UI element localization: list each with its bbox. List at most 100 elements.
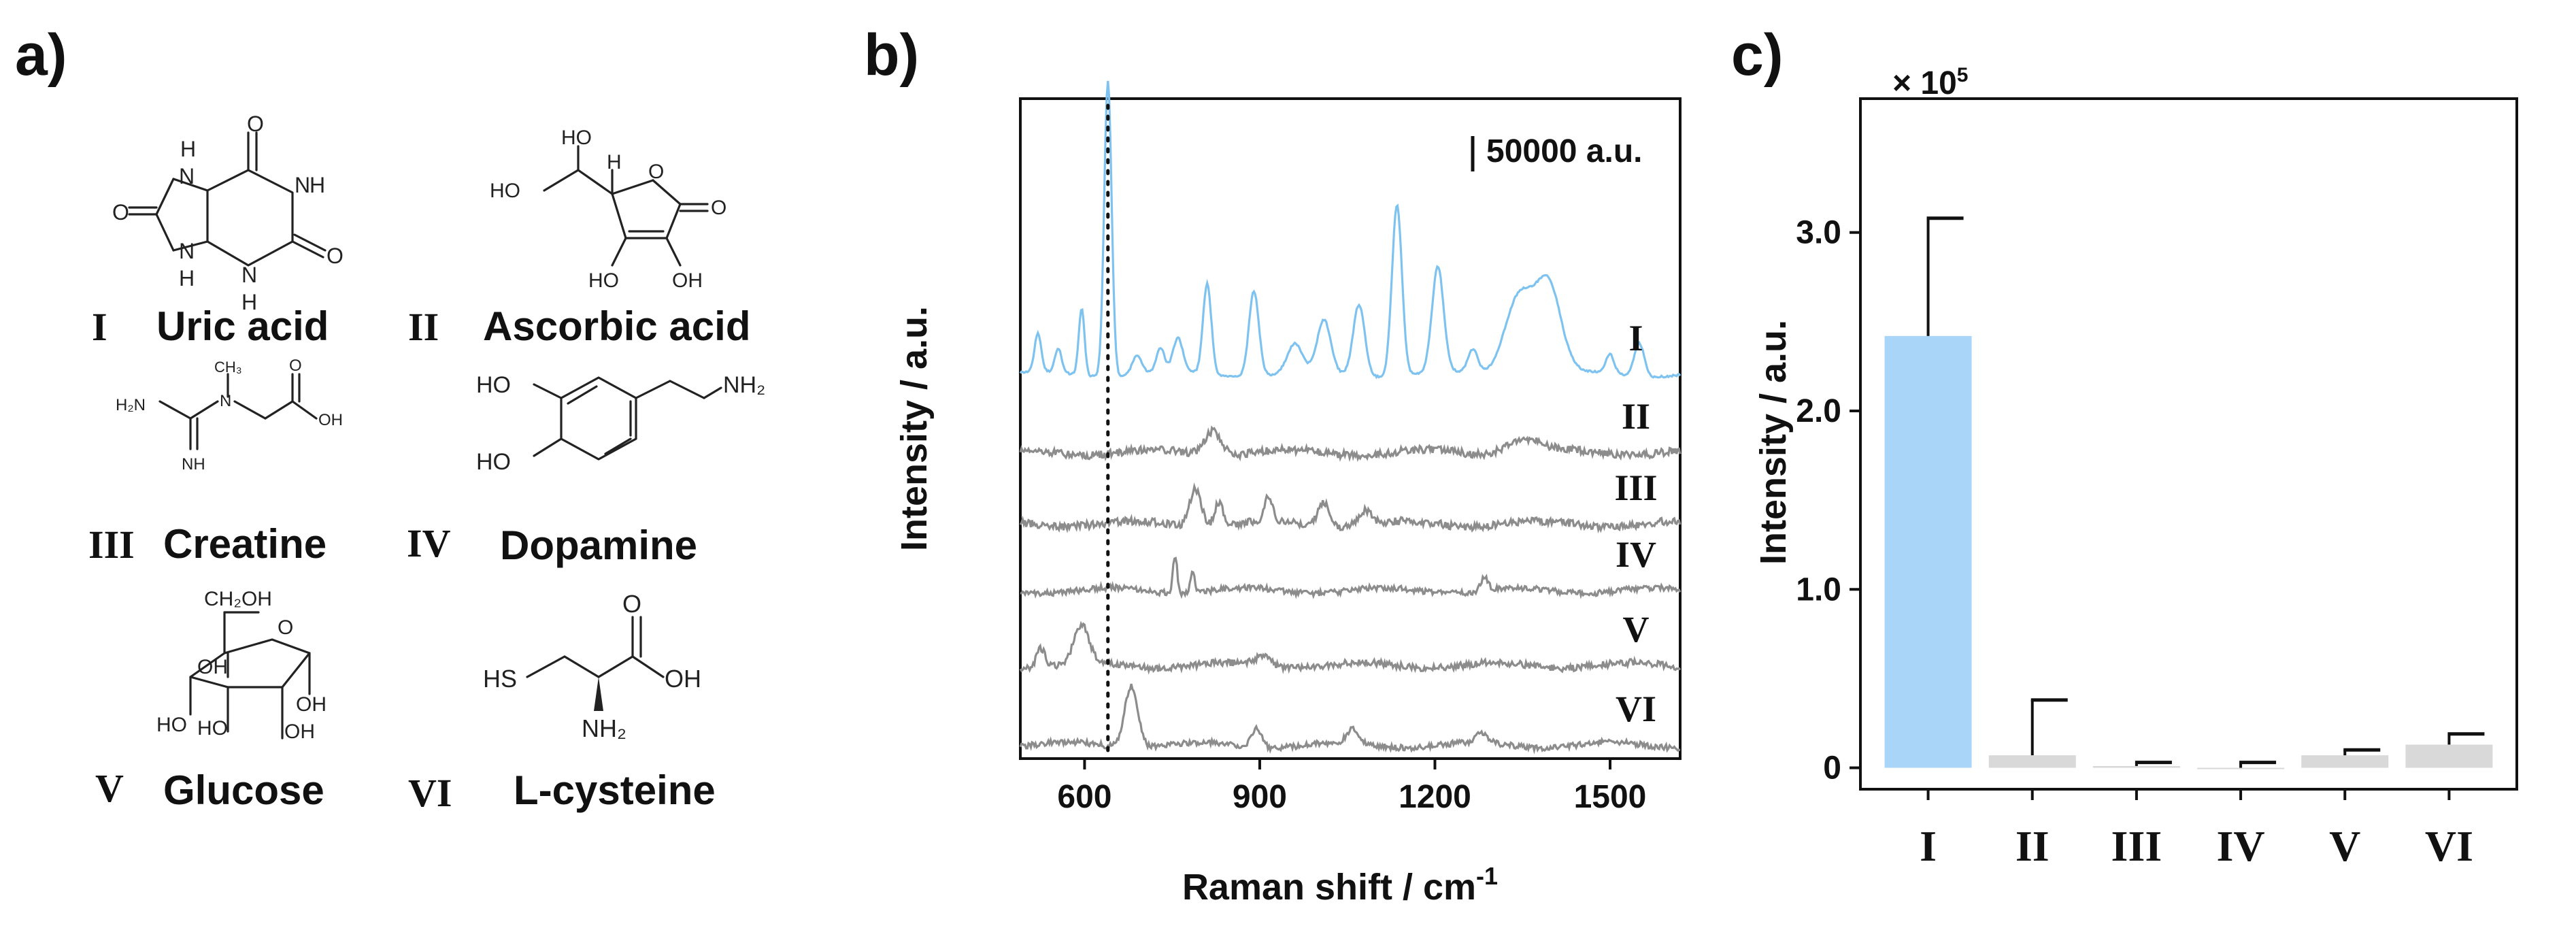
uric-n3: N <box>179 239 195 263</box>
label-I-name: Uric acid <box>156 303 329 349</box>
spectrum-label-III: III <box>1614 467 1657 508</box>
asc-oh1: OH <box>672 269 703 292</box>
asc-ho3: HO <box>588 269 619 292</box>
label-IV-numeral: IV <box>407 521 451 565</box>
glu-oh2: OH <box>284 720 315 743</box>
label-IV-name: Dopamine <box>500 523 697 568</box>
bar-category-label-III: III <box>2111 822 2162 870</box>
dopa-nh2: NH₂ <box>723 372 765 398</box>
label-II-name: Ascorbic acid <box>483 303 751 349</box>
spectrum-label-II: II <box>1622 396 1650 437</box>
uric-o-right: O <box>327 244 344 268</box>
bar-III <box>2092 765 2180 768</box>
structure-creatine: H₂N NH N CH₃ O OH <box>116 357 343 474</box>
asc-h: H <box>607 151 622 173</box>
bar-y-tick-label: 1.0 <box>1796 571 1841 608</box>
bar-layer: 01.02.03.0I II III IV V VI <box>1796 215 2493 870</box>
bar-V <box>2301 755 2389 768</box>
creat-h2n: H₂N <box>116 396 146 414</box>
asc-ho2: HO <box>561 127 592 149</box>
spectrum-I <box>1019 80 1682 380</box>
label-V-name: Glucose <box>163 767 324 813</box>
label-V-numeral: V <box>95 766 124 810</box>
label-I-numeral: I <box>92 305 107 349</box>
asc-o-carbonyl: O <box>711 197 726 219</box>
panel-c: c) × 105 01.02.03.0I II III IV V VI Intensity… <box>1731 22 2518 870</box>
structure-ascorbic-acid: HO HO H O O HO OH <box>490 127 726 292</box>
creat-n: N <box>220 392 231 410</box>
bar-IV <box>2197 767 2285 769</box>
uric-h1: H <box>180 137 196 161</box>
label-VI-name: L-cysteine <box>514 767 716 813</box>
spectra-x-tick-label: 600 <box>1057 779 1111 815</box>
spectra-x-axis-label-sup: -1 <box>1476 862 1498 890</box>
bar-I <box>1884 335 1972 768</box>
uric-h2: H <box>310 173 325 197</box>
bar-category-label-II: II <box>2015 822 2050 870</box>
bar-VI <box>2405 744 2493 768</box>
bar-category-label-V: V <box>2329 822 2360 870</box>
label-VI-numeral: VI <box>408 771 452 815</box>
bar-y-axis-label: Intensity / a.u. <box>1753 320 1794 565</box>
uric-n4: N <box>241 263 257 287</box>
glu-o: O <box>278 616 293 639</box>
panel-a-letter: a) <box>15 22 67 88</box>
creat-oh: OH <box>318 411 343 429</box>
bar-y-tick-label: 2.0 <box>1796 393 1841 429</box>
cys-oh: OH <box>665 665 701 693</box>
spectrum-label-V: V <box>1623 609 1650 650</box>
structure-uric-acid: O O O H N N H N H N H <box>112 112 344 314</box>
glu-ho2: HO <box>197 717 228 740</box>
bar-multiplier-label: × 105 <box>1892 64 1968 101</box>
spectra-x-tick-label: 1200 <box>1399 779 1471 815</box>
dopa-ho1: HO <box>476 372 511 398</box>
spectra-x-axis-label: Raman shift / cm-1 <box>1182 862 1498 908</box>
structure-cysteine: HS O OH NH₂ <box>483 590 701 742</box>
spectra-plot-frame <box>1019 97 1682 760</box>
glu-ch2oh: CH₂OH <box>204 588 272 610</box>
bar-II <box>1988 755 2076 768</box>
panel-c-letter: c) <box>1731 22 1783 88</box>
spectra-x-tick-label: 1500 <box>1574 779 1647 815</box>
uric-h3: H <box>179 266 195 291</box>
asc-ho1: HO <box>490 180 520 202</box>
spectrum-II <box>1019 425 1682 462</box>
creat-o: O <box>289 357 302 375</box>
glu-ho1: HO <box>156 714 187 736</box>
bar-multiplier-base: × 10 <box>1892 65 1957 101</box>
bar-category-label-IV: IV <box>2217 822 2265 870</box>
cys-nh2: NH₂ <box>582 714 626 742</box>
uric-n1: N <box>179 164 195 188</box>
spectrum-label-VI: VI <box>1616 689 1656 729</box>
panel-b-letter: b) <box>864 22 919 88</box>
glu-oh1: OH <box>197 656 228 678</box>
uric-o-top: O <box>247 112 264 136</box>
label-III-numeral: III <box>88 523 135 567</box>
spectrum-label-IV: IV <box>1616 534 1656 575</box>
spectrum-V <box>1019 620 1682 675</box>
asc-o-ring: O <box>648 161 664 183</box>
spectra-y-axis-label: Intensity / a.u. <box>894 306 935 551</box>
bar-multiplier-exp: 5 <box>1957 64 1969 86</box>
spectrum-label-I: I <box>1628 318 1643 359</box>
label-II-numeral: II <box>408 305 439 349</box>
bar-y-tick-label: 3.0 <box>1796 215 1841 251</box>
cys-o: O <box>622 590 641 618</box>
spectrum-III <box>1019 482 1682 534</box>
panel-a: a) O O O H N N H N H N H I Uric a <box>15 22 765 815</box>
label-III-name: Creatine <box>163 521 327 567</box>
spectrum-IV <box>1020 557 1682 599</box>
bar-plot-frame <box>1859 97 2518 791</box>
spectra-x-tick-label: 900 <box>1233 779 1287 815</box>
structure-dopamine: HO HO NH₂ <box>476 372 765 475</box>
dopa-ho2: HO <box>476 449 511 475</box>
spectra-x-axis-label-main: Raman shift / cm <box>1182 867 1476 908</box>
creat-nh: NH <box>182 455 205 474</box>
cys-hs: HS <box>483 665 517 693</box>
creat-ch3: CH₃ <box>214 359 242 376</box>
bar-y-tick-label: 0 <box>1823 750 1841 786</box>
bar-category-label-VI: VI <box>2425 822 2473 870</box>
